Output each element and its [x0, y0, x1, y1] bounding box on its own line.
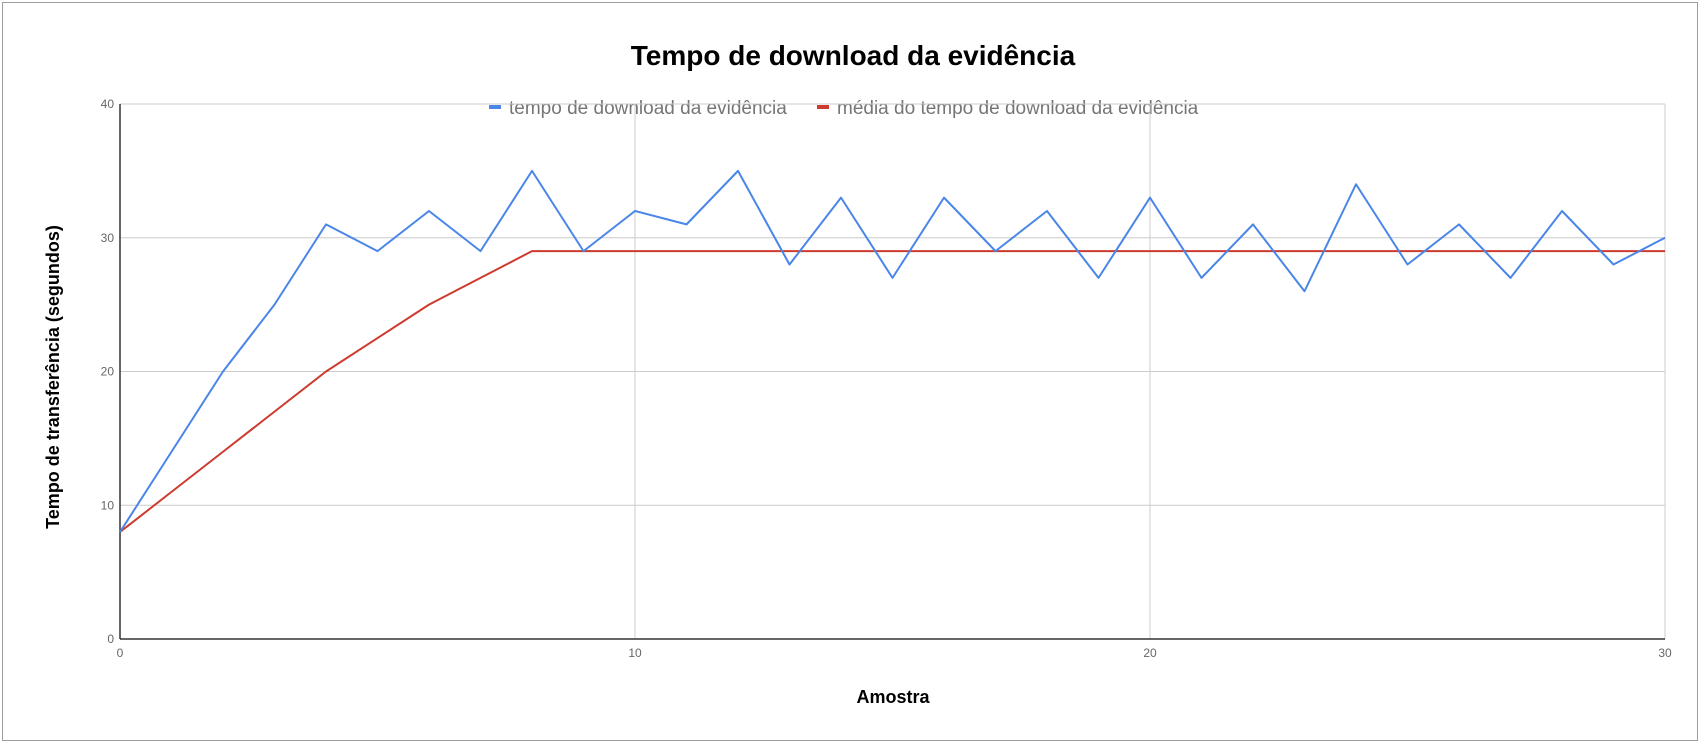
x-tick-label: 0: [117, 646, 124, 660]
chart-title: Tempo de download da evidência: [631, 40, 1076, 71]
y-tick-label: 30: [101, 231, 115, 245]
y-tick-label: 0: [107, 632, 114, 646]
series-line-1: [119, 169, 1666, 533]
x-tick-label: 20: [1143, 646, 1157, 660]
y-axis-title: Tempo de transferência (segundos): [43, 225, 63, 529]
axes: [119, 104, 1665, 640]
legend: tempo de download da evidência média do …: [489, 98, 1199, 119]
y-tick-label: 40: [101, 97, 115, 111]
x-tick-label: 10: [628, 646, 642, 660]
tick-labels: 0 10 20 30 40 0 10 20 30: [101, 97, 1672, 660]
y-tick-label: 10: [101, 498, 115, 512]
x-tick-label: 30: [1658, 646, 1672, 660]
series-line-2: [119, 250, 1665, 533]
legend-label-series-2: média do tempo de download da evidência: [837, 98, 1199, 119]
line-chart: Tempo de download da evidência tempo de …: [43, 40, 1672, 707]
series-lines: [119, 169, 1666, 533]
gridlines: [120, 103, 1666, 639]
y-tick-label: 20: [101, 365, 115, 379]
legend-swatch-series-2: [817, 105, 829, 109]
legend-swatch-series-1: [489, 105, 501, 109]
legend-label-series-1: tempo de download da evidência: [509, 98, 787, 119]
x-axis-title: Amostra: [856, 687, 930, 707]
